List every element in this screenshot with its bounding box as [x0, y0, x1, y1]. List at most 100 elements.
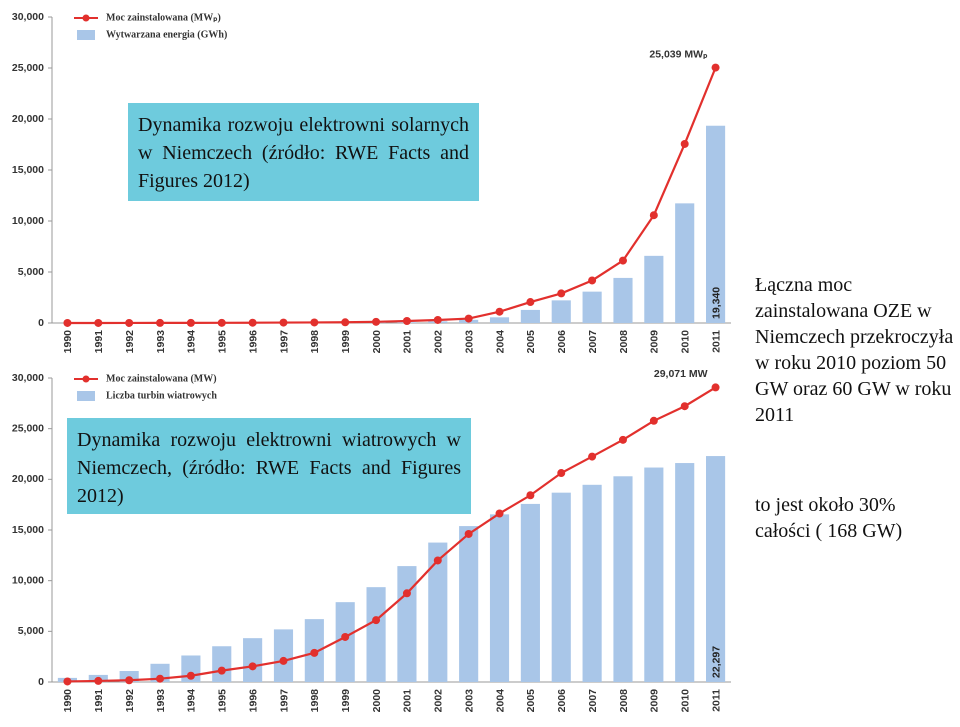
line: [67, 386, 717, 683]
bar: [520, 503, 540, 682]
x-tick-label: 2010: [679, 689, 691, 713]
x-tick-label: 1992: [124, 330, 136, 354]
y-tick-label: 20,000: [12, 113, 44, 125]
x-tick-label: 1996: [247, 330, 259, 354]
y-tick-label: 0: [38, 317, 44, 329]
x-tick-label: 1991: [93, 689, 105, 713]
legend-label: Liczba turbin wiatrowych: [106, 390, 217, 401]
x-tick-label: 1995: [217, 689, 229, 713]
x-tick-label: 1990: [62, 689, 74, 713]
point: [310, 648, 319, 657]
point: [557, 289, 566, 298]
point: [588, 276, 597, 285]
bar: [675, 463, 695, 682]
bar: [489, 317, 510, 323]
x-tick-label: 2003: [463, 330, 475, 354]
point: [125, 318, 134, 327]
x-tick-label: 2007: [587, 330, 599, 354]
x-tick-label: 1993: [155, 330, 167, 354]
x-tick-label: 1999: [340, 689, 352, 713]
point: [248, 662, 257, 671]
point: [649, 416, 658, 425]
x-tick-label: 2000: [371, 330, 383, 354]
value-label: 19,340: [710, 287, 722, 319]
bar: [520, 309, 540, 323]
point: [125, 676, 134, 685]
y-tick-label: 20,000: [12, 473, 44, 485]
y-tick-label: 15,000: [12, 164, 44, 176]
x-tick-label: 1999: [340, 330, 352, 354]
x-tick-label: 2006: [556, 689, 568, 713]
legend-point: [82, 14, 90, 22]
point: [279, 318, 288, 327]
bar: [613, 277, 633, 323]
legend-swatch: [77, 30, 95, 40]
legend-label: Wytwarzana energia (GWh): [106, 29, 227, 40]
x-tick-label: 2002: [433, 330, 445, 354]
caption-box: Dynamika rozwoju elektrowni wiatrowych w…: [67, 418, 471, 514]
x-tick-label: 2007: [587, 689, 599, 713]
x-tick-label: 1990: [62, 330, 74, 354]
bar: [582, 484, 602, 682]
point: [341, 632, 350, 641]
value-label: 25,039 MWₚ: [649, 48, 708, 60]
caption-box: Dynamika rozwoju elektrowni solarnych w …: [128, 103, 479, 201]
point: [310, 318, 319, 327]
legend-bg: [68, 371, 258, 407]
y-tick-label: 5,000: [18, 625, 44, 637]
bar: [489, 514, 510, 682]
x-tick-label: 1994: [186, 330, 198, 354]
bar: [366, 587, 386, 682]
y-tick-label: 5,000: [18, 266, 44, 278]
point: [433, 315, 442, 324]
bar: [613, 476, 633, 682]
y-tick-label: 15,000: [12, 524, 44, 536]
bar: [582, 291, 602, 323]
point: [217, 666, 226, 675]
x-tick-label: 2005: [525, 689, 537, 713]
note: to jest około 30% całości ( 168 GW): [755, 494, 903, 542]
point: [557, 469, 566, 478]
y-tick-label: 25,000: [12, 62, 44, 74]
point: [341, 318, 350, 327]
point: [495, 509, 504, 518]
point: [526, 491, 535, 500]
point: [156, 674, 165, 683]
x-tick-label: 2000: [371, 689, 383, 713]
point: [680, 139, 689, 148]
x-tick-label: 2002: [433, 689, 445, 713]
point: [63, 677, 72, 686]
legend-point: [82, 375, 90, 383]
legend-label: Moc zainstalowana (MWₚ): [106, 12, 221, 23]
point: [217, 318, 226, 327]
point: [279, 656, 288, 665]
point: [402, 317, 411, 326]
y-tick-label: 0: [38, 676, 44, 688]
point: [186, 318, 195, 327]
x-tick-label: 2006: [556, 330, 568, 354]
line: [67, 67, 717, 325]
value-label: 29,071 MW: [654, 368, 708, 380]
x-tick-label: 2008: [618, 689, 630, 713]
point: [711, 63, 720, 72]
bar: [428, 542, 448, 682]
x-tick-label: 1997: [278, 689, 290, 713]
legend-swatch: [77, 391, 95, 401]
bar: [706, 125, 726, 324]
x-tick-label: 2003: [463, 689, 475, 713]
point: [248, 318, 257, 327]
point: [63, 318, 72, 327]
point: [402, 589, 411, 598]
x-tick-label: 1993: [155, 689, 167, 713]
bar: [706, 456, 726, 682]
point: [495, 307, 504, 316]
y-tick-label: 25,000: [12, 422, 44, 434]
y-tick-label: 30,000: [12, 11, 44, 23]
x-tick-label: 1994: [186, 689, 198, 713]
bar: [644, 255, 664, 323]
x-tick-label: 2009: [649, 330, 661, 354]
x-tick-label: 1991: [93, 330, 105, 354]
bar: [551, 492, 571, 682]
